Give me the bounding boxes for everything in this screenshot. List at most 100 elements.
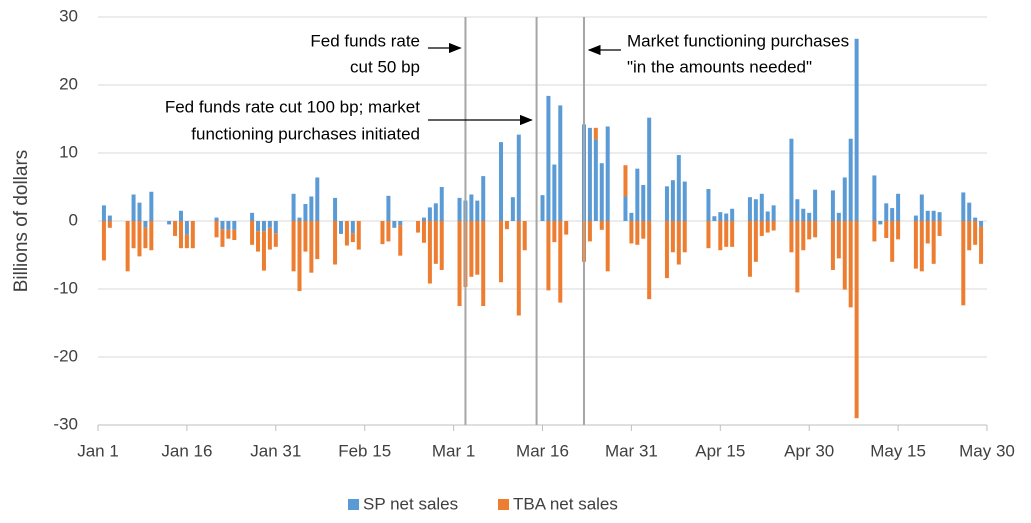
bar (137, 221, 142, 257)
bar (214, 221, 219, 238)
bar (919, 194, 924, 221)
bar (635, 168, 640, 221)
bar (836, 221, 841, 259)
bar (961, 221, 966, 306)
bar (664, 221, 669, 279)
bar (261, 231, 266, 271)
bar (925, 221, 930, 244)
bar (398, 225, 403, 256)
bar (190, 221, 195, 249)
bar (457, 221, 462, 306)
bar (789, 138, 794, 221)
bar (344, 221, 349, 246)
bar (801, 221, 806, 251)
bar (724, 213, 729, 221)
bar (499, 142, 504, 221)
bar (813, 189, 818, 221)
bar (676, 221, 681, 265)
bar (469, 194, 474, 221)
bar (457, 197, 462, 221)
bar (730, 221, 735, 247)
annotation: cut 50 bp (350, 57, 420, 76)
bar (896, 193, 901, 221)
bar (961, 192, 966, 221)
bar (433, 203, 438, 221)
bar (220, 229, 225, 247)
bar (913, 221, 918, 269)
bar (854, 221, 859, 419)
bar (433, 221, 438, 264)
bar (730, 208, 735, 221)
x-tick-label: Jan 16 (161, 441, 212, 460)
bar (261, 221, 266, 232)
bar (475, 200, 480, 221)
bar (350, 233, 355, 243)
bar (481, 221, 486, 306)
bar (623, 196, 628, 221)
bar (795, 199, 800, 221)
bar (890, 208, 895, 221)
x-tick-label: Feb 15 (338, 441, 391, 460)
bar (143, 227, 148, 249)
annotation: "in the amounts needed" (627, 57, 812, 76)
bar (878, 221, 883, 225)
bar (842, 221, 847, 290)
annotation: Fed funds rate (310, 31, 420, 50)
bar (421, 217, 426, 221)
bar (303, 204, 308, 221)
y-tick-label: 30 (59, 6, 78, 25)
bar (848, 138, 853, 221)
bar (931, 210, 936, 221)
bar (137, 202, 142, 221)
x-tick-label: Mar 16 (516, 441, 569, 460)
bar (516, 221, 521, 316)
bar (765, 211, 770, 221)
bar (232, 229, 237, 241)
bar (647, 117, 652, 221)
bar (676, 155, 681, 221)
bar (552, 221, 557, 243)
bar (256, 231, 261, 252)
bar (107, 215, 112, 221)
bar (919, 221, 924, 272)
bar (795, 221, 800, 293)
bar (967, 202, 972, 221)
bar (854, 38, 859, 222)
bar (149, 191, 154, 221)
bar (250, 212, 255, 221)
x-tick-label: Mar 1 (432, 441, 475, 460)
bar (605, 221, 610, 272)
bar (273, 233, 278, 247)
y-tick-label: -30 (53, 414, 78, 433)
bar (552, 164, 557, 221)
bar (931, 221, 936, 264)
y-tick-label: -20 (53, 346, 78, 365)
bar (131, 194, 136, 221)
bar (706, 189, 711, 221)
bar (587, 221, 592, 242)
bar (220, 221, 225, 230)
bar (256, 221, 261, 232)
bar (724, 221, 729, 247)
bar (315, 177, 320, 221)
bar (273, 221, 278, 234)
bar (386, 221, 391, 242)
bar (599, 163, 604, 221)
bar (641, 184, 646, 221)
bar (718, 212, 723, 221)
bar (167, 221, 172, 225)
bar (475, 221, 480, 275)
annotation: Fed funds rate cut 100 bp; market (165, 97, 420, 116)
bar (558, 221, 563, 303)
bar (499, 221, 504, 283)
bar (416, 221, 421, 233)
bar (884, 203, 889, 221)
x-tick-label: Mar 31 (605, 441, 658, 460)
bar (522, 221, 527, 251)
bar (267, 227, 272, 250)
bar (937, 212, 942, 221)
bar (131, 221, 136, 249)
bar (439, 221, 444, 270)
bar (629, 221, 634, 244)
bar (872, 175, 877, 221)
